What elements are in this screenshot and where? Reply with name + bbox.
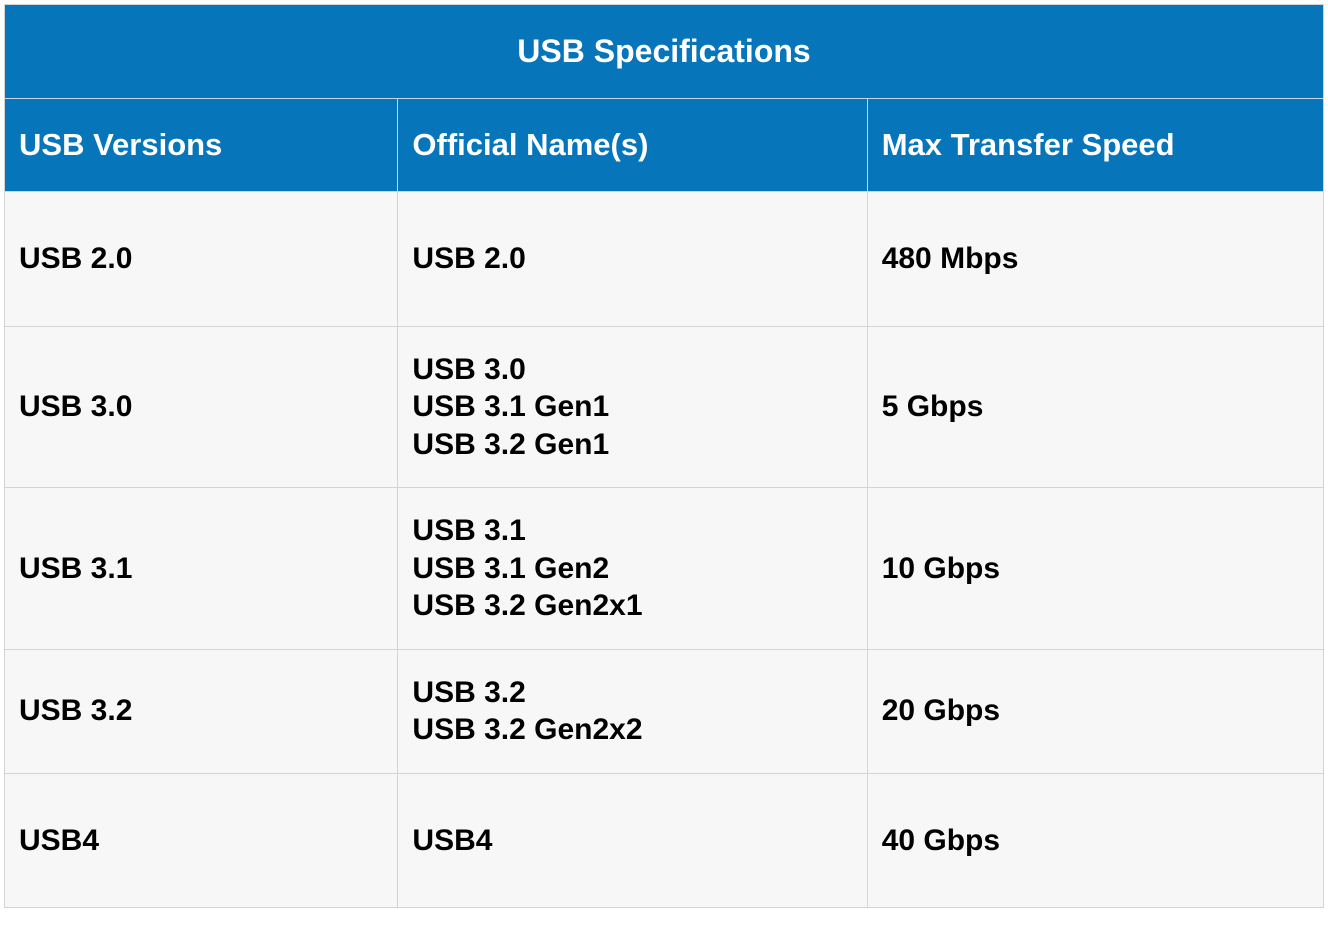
cell-version: USB 3.0 [5,327,398,489]
table-row: USB 2.0USB 2.0480 Mbps [5,192,1323,327]
cell-names: USB4 [398,774,867,908]
cell-names: USB 3.2 USB 3.2 Gen2x2 [398,650,867,774]
table-title: USB Specifications [5,5,1323,99]
cell-version: USB 3.2 [5,650,398,774]
cell-version: USB4 [5,774,398,908]
table-row: USB4USB440 Gbps [5,774,1323,908]
table-row: USB 3.2USB 3.2 USB 3.2 Gen2x220 Gbps [5,650,1323,774]
table-row: USB 3.1USB 3.1 USB 3.1 Gen2 USB 3.2 Gen2… [5,488,1323,650]
usb-spec-table: USB Specifications USB Versions Official… [4,4,1324,908]
cell-speed: 5 Gbps [868,327,1323,489]
table-row: USB 3.0USB 3.0 USB 3.1 Gen1 USB 3.2 Gen1… [5,327,1323,489]
cell-names: USB 3.0 USB 3.1 Gen1 USB 3.2 Gen1 [398,327,867,489]
cell-names: USB 3.1 USB 3.1 Gen2 USB 3.2 Gen2x1 [398,488,867,650]
column-header-names: Official Name(s) [398,99,867,192]
cell-names: USB 2.0 [398,192,867,327]
column-header-versions: USB Versions [5,99,398,192]
cell-version: USB 2.0 [5,192,398,327]
table-body: USB 2.0USB 2.0480 MbpsUSB 3.0USB 3.0 USB… [5,192,1323,907]
cell-speed: 10 Gbps [868,488,1323,650]
cell-speed: 20 Gbps [868,650,1323,774]
cell-speed: 480 Mbps [868,192,1323,327]
cell-speed: 40 Gbps [868,774,1323,908]
table-header-row: USB Versions Official Name(s) Max Transf… [5,99,1323,192]
column-header-speed: Max Transfer Speed [868,99,1323,192]
cell-version: USB 3.1 [5,488,398,650]
